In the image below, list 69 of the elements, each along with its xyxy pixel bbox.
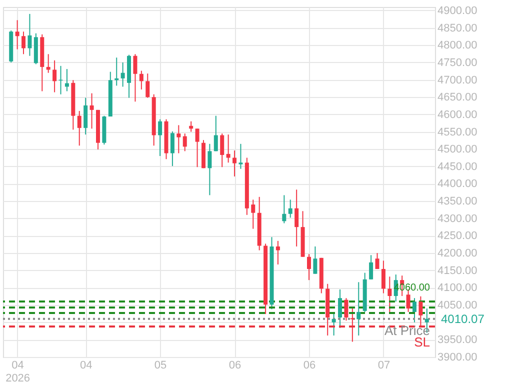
candlestick — [52, 60, 57, 93]
y-tick-label: 4700.00 — [438, 74, 478, 86]
candlestick — [412, 298, 416, 323]
candlestick — [208, 143, 212, 196]
y-tick-label: 4050.00 — [438, 300, 478, 312]
x-tick-label: 06 — [228, 360, 242, 372]
candlestick — [133, 54, 138, 102]
x-tick-label: 06 — [303, 360, 316, 372]
y-tick-label: 4100.00 — [438, 282, 478, 294]
y-tick-label: 4850.00 — [438, 22, 478, 34]
y-tick-label: 4650.00 — [438, 92, 478, 104]
candlestick — [64, 68, 69, 92]
candlestick — [28, 13, 32, 56]
y-tick-label: 4600.00 — [438, 108, 478, 121]
candlestick — [282, 194, 286, 224]
candlestick — [220, 132, 224, 168]
candlestick — [195, 128, 200, 168]
candlestick — [381, 260, 386, 294]
y-tick-label: 4900.00 — [438, 4, 478, 17]
candlestick — [288, 199, 292, 218]
y-tick-label: 4400.00 — [438, 178, 478, 190]
x-tick-label: 05 — [154, 360, 167, 372]
text: 2026 — [6, 372, 30, 384]
y-tick-label: 3900.00 — [438, 352, 478, 364]
x-tick-label: 04 — [12, 360, 24, 372]
candlestick — [356, 282, 361, 336]
y-tick-label: 4450.00 — [438, 160, 478, 173]
candlestick — [306, 254, 311, 281]
candlestick — [146, 73, 150, 98]
y-tick-label: 4200.00 — [438, 248, 478, 260]
candlestick — [158, 118, 162, 157]
y-tick-label: 4550.00 — [438, 126, 478, 138]
candlestick — [375, 252, 380, 270]
candlestick — [238, 143, 243, 170]
candlestick — [332, 311, 336, 336]
candlestick — [251, 199, 256, 230]
candlestick — [276, 240, 280, 265]
candlestick — [189, 120, 194, 132]
candlestick — [388, 276, 392, 315]
candlestick — [22, 31, 26, 55]
candlestick — [338, 288, 342, 328]
y-tick-label: 4350.00 — [438, 196, 478, 208]
y-tick-label: 4800.00 — [438, 40, 478, 52]
candlestick — [46, 54, 50, 74]
y-tick-label: 4500.00 — [438, 144, 478, 156]
x-tick-label: 04 — [80, 360, 92, 372]
candlestick — [226, 134, 230, 164]
y-tick-label: 4250.00 — [438, 230, 478, 242]
candlestick — [232, 150, 237, 177]
candlestick — [84, 97, 88, 136]
candlestick — [90, 92, 94, 130]
x-tick-label: 07 — [378, 360, 390, 372]
candlestick — [77, 110, 82, 146]
candlestick — [182, 132, 187, 152]
candlestick — [313, 246, 318, 274]
candlestick — [176, 124, 181, 154]
y-tick-label: 3950.00 — [438, 334, 478, 346]
candlestick — [120, 62, 125, 88]
candlestick — [294, 189, 299, 247]
y-tick-label: 4150.00 — [438, 264, 478, 277]
candlestick — [369, 254, 374, 280]
candlestick — [170, 130, 174, 167]
y-tick-label: 4300.00 — [438, 212, 478, 225]
y-tick-label: 4750.00 — [438, 56, 478, 69]
text: 4010.07 — [441, 312, 485, 326]
candlestick — [15, 20, 20, 50]
candlestick — [344, 298, 348, 322]
candlestick — [214, 115, 218, 152]
candlestick — [139, 70, 144, 90]
